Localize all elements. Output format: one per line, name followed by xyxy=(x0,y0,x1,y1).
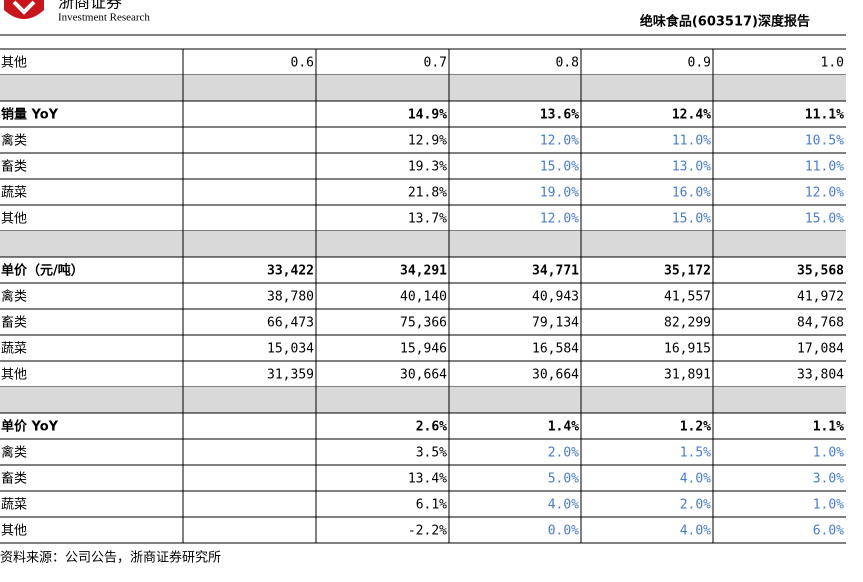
cell-value: 75,366 xyxy=(400,316,447,331)
cell-value: 40,140 xyxy=(400,290,447,305)
cell-value: 2.6% xyxy=(416,420,447,435)
cell-value: 35,568 xyxy=(797,264,844,279)
cell-value: 30,664 xyxy=(532,368,579,383)
cell-value: 16.0% xyxy=(672,186,711,201)
cell-value: 31,359 xyxy=(267,368,314,383)
separator-row xyxy=(0,75,846,101)
cell-value: 1.0 xyxy=(821,56,844,71)
cell-value: 15.0% xyxy=(540,160,579,175)
row-label: 蔬菜 xyxy=(1,342,27,357)
cell-value: 66,473 xyxy=(267,316,314,331)
cell-value: 5.0% xyxy=(548,472,579,487)
cell-value: 13.0% xyxy=(672,160,711,175)
cell-value: 12.9% xyxy=(408,134,447,149)
cell-value: 2.0% xyxy=(548,446,579,461)
cell-value: 19.3% xyxy=(408,160,447,175)
cell-value: -2.2% xyxy=(408,524,447,539)
cell-value: 13.6% xyxy=(540,108,579,123)
row-label: 其他 xyxy=(1,212,27,227)
cell-value: 1.0% xyxy=(813,498,844,513)
row-label: 单价 YoY xyxy=(1,419,59,435)
cell-value: 15.0% xyxy=(805,212,844,227)
cell-value: 1.1% xyxy=(813,420,844,435)
cell-value: 4.0% xyxy=(548,498,579,513)
cell-value: 84,768 xyxy=(797,316,844,331)
row-label: 单价（元/吨） xyxy=(1,263,84,279)
cell-value: 33,422 xyxy=(267,264,314,279)
cell-value: 6.0% xyxy=(813,524,844,539)
cell-value: 13.7% xyxy=(408,212,447,227)
row-label: 蔬菜 xyxy=(1,186,27,201)
row-label: 其他 xyxy=(1,368,27,383)
report-title: 绝味食品(603517)深度报告 xyxy=(640,14,810,30)
cell-value: 17,084 xyxy=(797,342,844,357)
cell-value: 16,584 xyxy=(532,342,579,357)
cell-value: 12.4% xyxy=(672,108,711,123)
cell-value: 14.9% xyxy=(408,108,447,123)
cell-value: 0.9 xyxy=(688,56,711,71)
cell-value: 38,780 xyxy=(267,290,314,305)
cell-value: 34,291 xyxy=(400,264,447,279)
cell-value: 1.2% xyxy=(680,420,711,435)
row-label: 禽类 xyxy=(1,445,27,461)
cell-value: 19.0% xyxy=(540,186,579,201)
cell-value: 15,034 xyxy=(267,342,314,357)
cell-value: 30,664 xyxy=(400,368,447,383)
brand-en: Investment Research xyxy=(58,12,150,24)
logo xyxy=(4,0,44,19)
cell-value: 0.8 xyxy=(556,56,579,71)
row-label: 畜类 xyxy=(1,315,27,331)
cell-value: 16,915 xyxy=(664,342,711,357)
cell-value: 12.0% xyxy=(805,186,844,201)
cell-value: 41,557 xyxy=(664,290,711,305)
cell-value: 1.4% xyxy=(548,420,579,435)
row-label: 其他 xyxy=(1,524,27,539)
row-label: 其他 xyxy=(1,56,27,71)
cell-value: 11.1% xyxy=(805,108,844,123)
cell-value: 0.6 xyxy=(291,56,314,71)
cell-value: 3.5% xyxy=(416,446,447,461)
cell-value: 6.1% xyxy=(416,498,447,513)
brand: 浙商证券 xyxy=(58,0,122,12)
cell-value: 12.0% xyxy=(540,212,579,227)
row-label: 畜类 xyxy=(1,471,27,487)
cell-value: 82,299 xyxy=(664,316,711,331)
cell-value: 1.0% xyxy=(813,446,844,461)
cell-value: 2.0% xyxy=(680,498,711,513)
cell-value: 35,172 xyxy=(664,264,711,279)
row-label: 畜类 xyxy=(1,159,27,175)
separator-row xyxy=(0,231,846,257)
cell-value: 10.5% xyxy=(805,134,844,149)
cell-value: 11.0% xyxy=(805,160,844,175)
row-label: 禽类 xyxy=(1,289,27,305)
row-label: 禽类 xyxy=(1,133,27,149)
cell-value: 4.0% xyxy=(680,472,711,487)
cell-value: 34,771 xyxy=(532,264,579,279)
cell-value: 21.8% xyxy=(408,186,447,201)
cell-value: 40,943 xyxy=(532,290,579,305)
cell-value: 15,946 xyxy=(400,342,447,357)
row-label: 销量 YoY xyxy=(1,107,59,123)
cell-value: 3.0% xyxy=(813,472,844,487)
cell-value: 11.0% xyxy=(672,134,711,149)
cell-value: 41,972 xyxy=(797,290,844,305)
cell-value: 33,804 xyxy=(797,368,844,383)
cell-value: 79,134 xyxy=(532,316,579,331)
separator-row xyxy=(0,387,846,413)
cell-value: 31,891 xyxy=(664,368,711,383)
cell-value: 4.0% xyxy=(680,524,711,539)
cell-value: 0.0% xyxy=(548,524,579,539)
cell-value: 13.4% xyxy=(408,472,447,487)
row-label: 蔬菜 xyxy=(1,498,27,513)
cell-value: 1.5% xyxy=(680,446,711,461)
cell-value: 12.0% xyxy=(540,134,579,149)
source-note: 资料来源：公司公告，浙商证券研究所 xyxy=(0,550,221,566)
cell-value: 0.7 xyxy=(424,56,447,71)
cell-value: 15.0% xyxy=(672,212,711,227)
